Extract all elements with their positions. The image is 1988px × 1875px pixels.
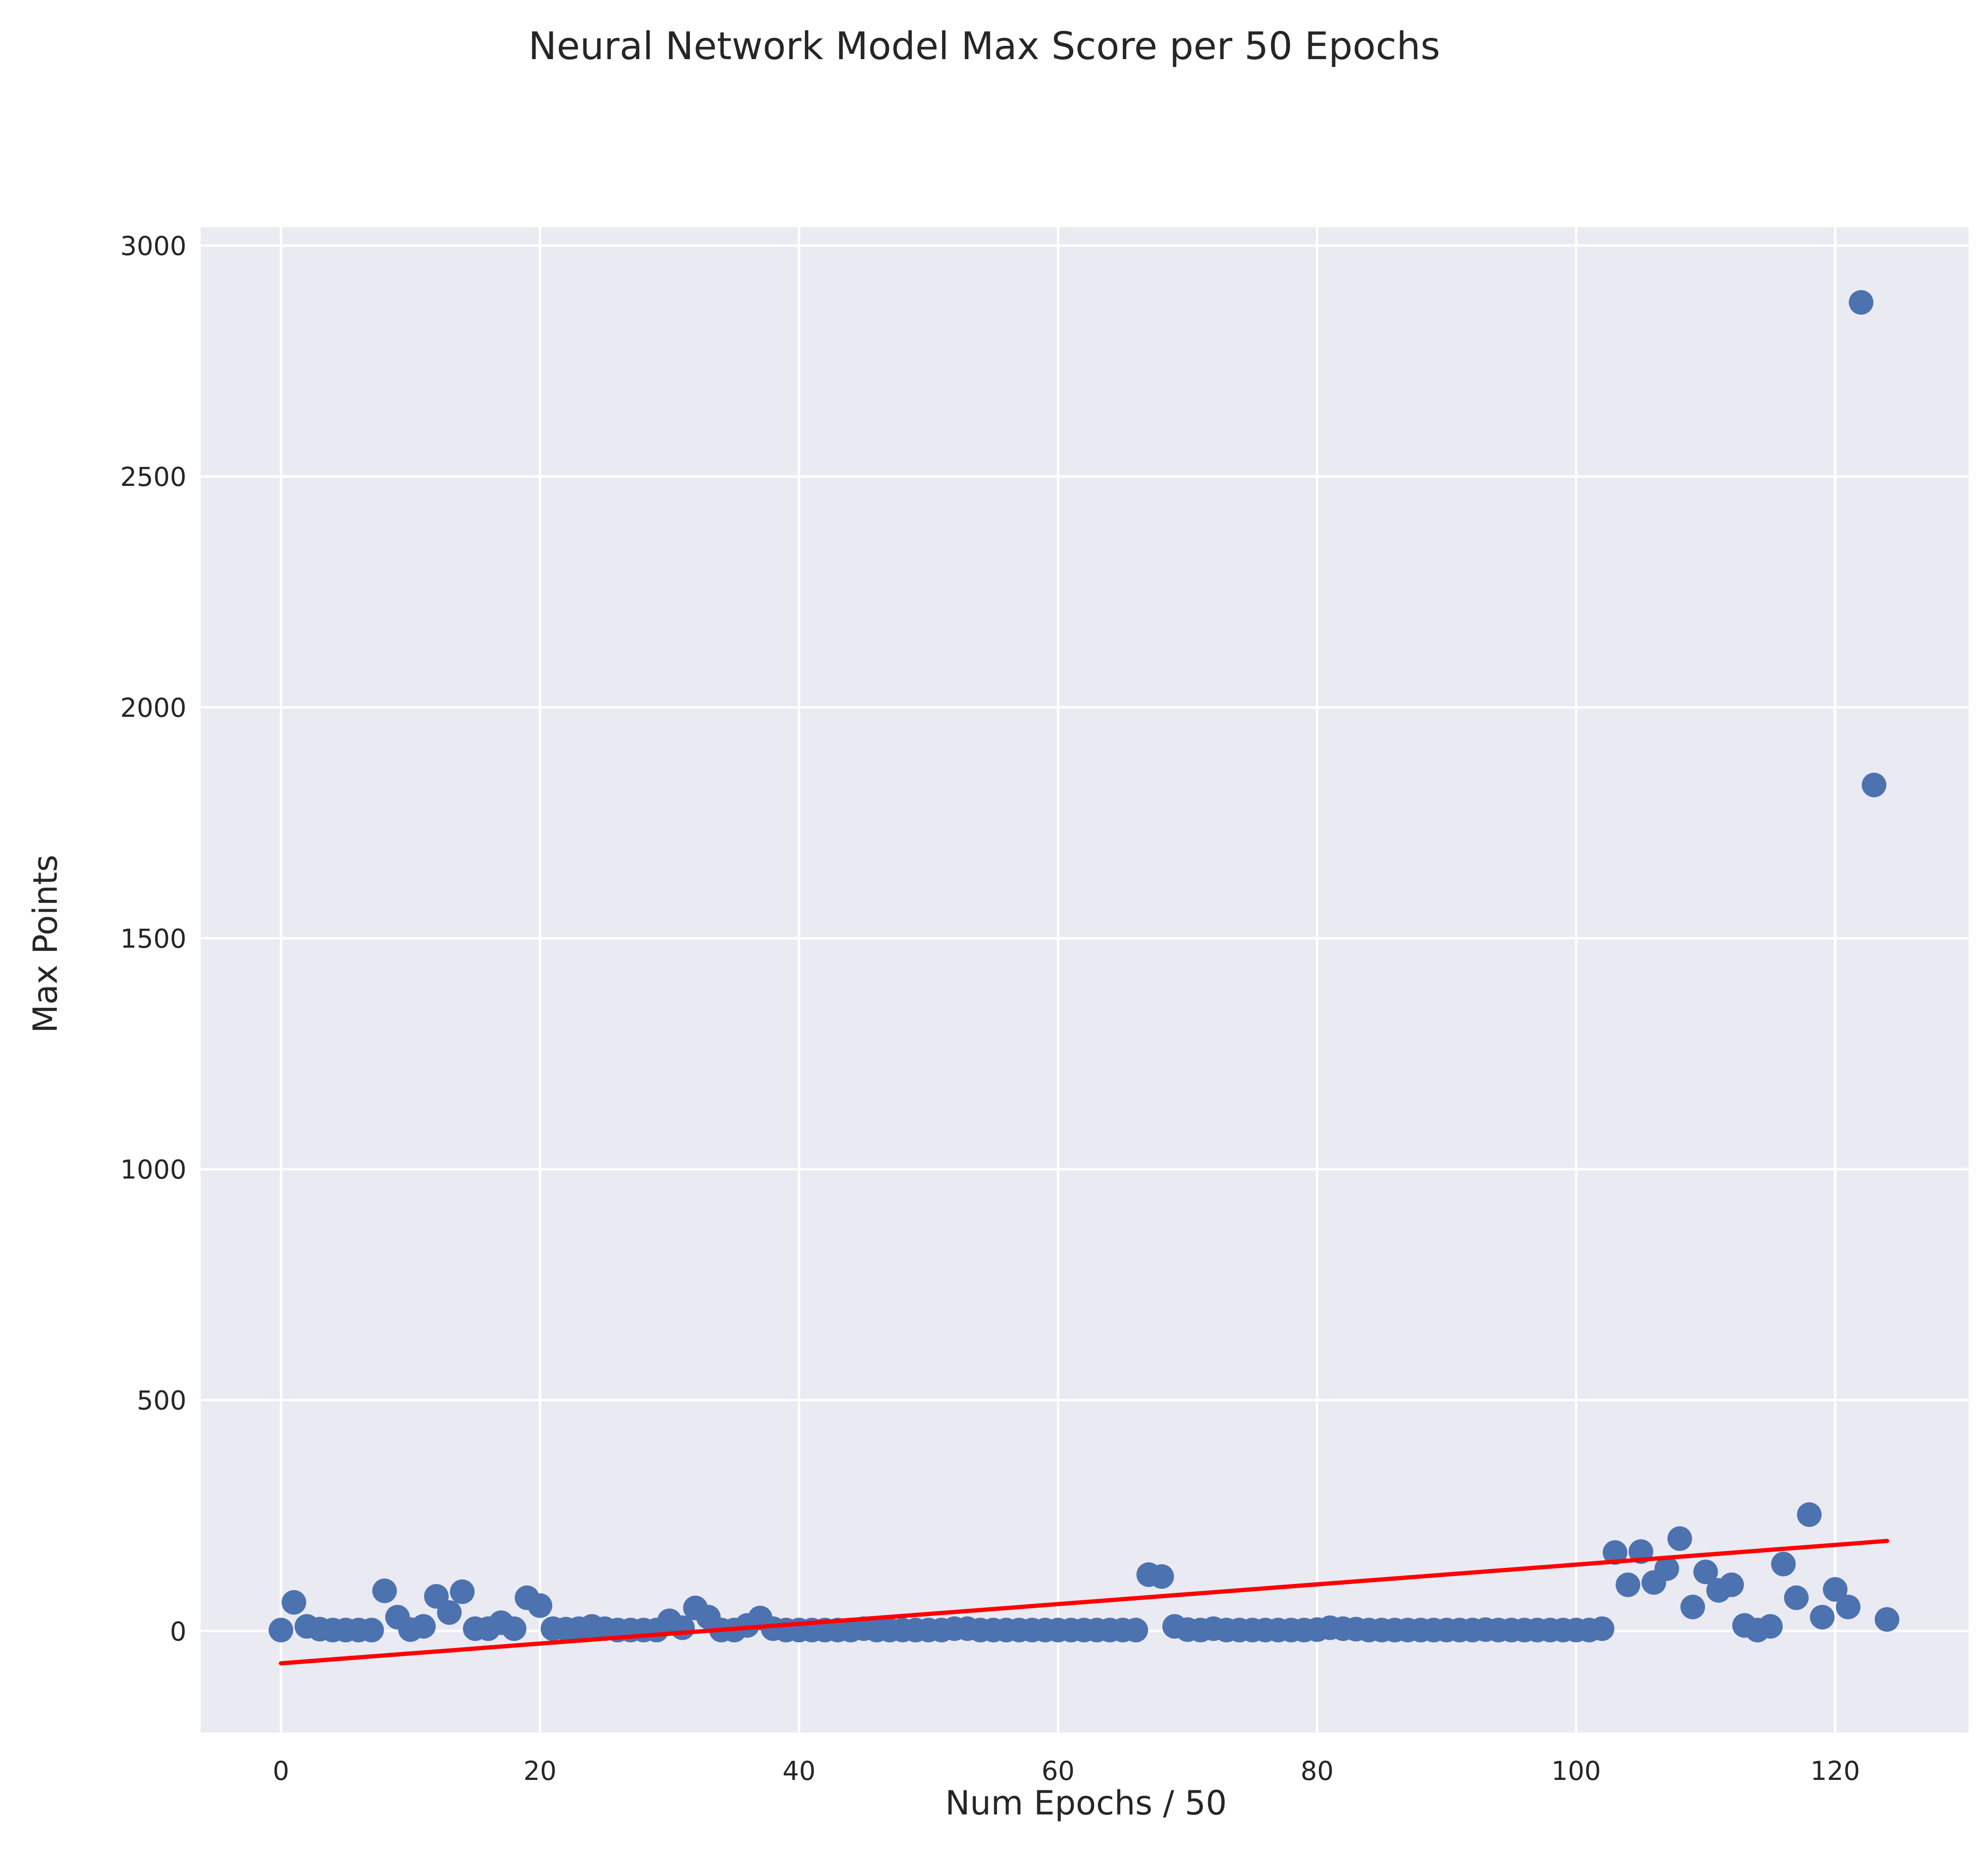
y-tick-label: 3000: [120, 231, 186, 261]
y-axis-label: Max Points: [26, 854, 65, 1033]
x-tick-labels: 0 20 40 60 80 100 120: [273, 1756, 1860, 1786]
data-point: [1758, 1614, 1783, 1639]
x-tick-label: 80: [1300, 1756, 1334, 1786]
data-point: [1797, 1502, 1822, 1527]
chart-title: Neural Network Model Max Score per 50 Ep…: [529, 24, 1440, 68]
data-point: [1719, 1572, 1744, 1597]
y-tick-label: 500: [137, 1385, 186, 1416]
data-point: [282, 1590, 307, 1615]
data-point: [1874, 1607, 1900, 1632]
x-tick-label: 100: [1551, 1756, 1601, 1786]
data-point: [1616, 1572, 1641, 1597]
data-point: [1667, 1526, 1692, 1551]
trend-line: [279, 1539, 1890, 1666]
x-tick-label: 40: [782, 1756, 815, 1786]
grid-lines: [201, 227, 1969, 1733]
y-tick-label: 1500: [120, 924, 186, 954]
data-point: [450, 1579, 475, 1604]
x-tick-label: 20: [523, 1756, 557, 1786]
data-point: [1654, 1556, 1679, 1581]
data-points: [268, 290, 1900, 1643]
data-point: [1862, 773, 1887, 798]
y-tick-label: 1000: [120, 1154, 186, 1185]
data-point: [268, 1618, 293, 1643]
y-tick-label: 2000: [120, 693, 186, 723]
data-point: [437, 1600, 462, 1625]
data-point: [359, 1618, 384, 1643]
x-tick-label: 120: [1811, 1756, 1860, 1786]
data-point: [372, 1578, 397, 1603]
data-point: [1590, 1616, 1615, 1641]
data-point: [1823, 1577, 1848, 1602]
data-point: [1680, 1594, 1705, 1620]
x-axis-label: Num Epochs / 50: [945, 1784, 1227, 1822]
plot-area: [201, 227, 1969, 1733]
data-point: [1836, 1594, 1861, 1620]
data-point: [1810, 1604, 1835, 1629]
x-tick-label: 60: [1042, 1756, 1075, 1786]
x-tick-label: 0: [273, 1756, 289, 1786]
trend-line-group: [279, 1539, 1890, 1666]
data-point: [1693, 1559, 1718, 1585]
y-tick-label: 0: [170, 1616, 186, 1646]
data-point: [411, 1614, 436, 1639]
y-tick-label: 2500: [120, 462, 186, 492]
data-point: [1784, 1585, 1809, 1610]
data-point: [502, 1616, 527, 1641]
data-point: [1123, 1618, 1149, 1643]
data-point: [1602, 1540, 1627, 1565]
data-point: [528, 1593, 553, 1618]
data-point: [1149, 1564, 1174, 1589]
data-point: [1771, 1551, 1796, 1576]
data-point: [1848, 290, 1873, 315]
y-tick-labels: 0 500 1000 1500 2000 2500 3000: [120, 231, 186, 1646]
